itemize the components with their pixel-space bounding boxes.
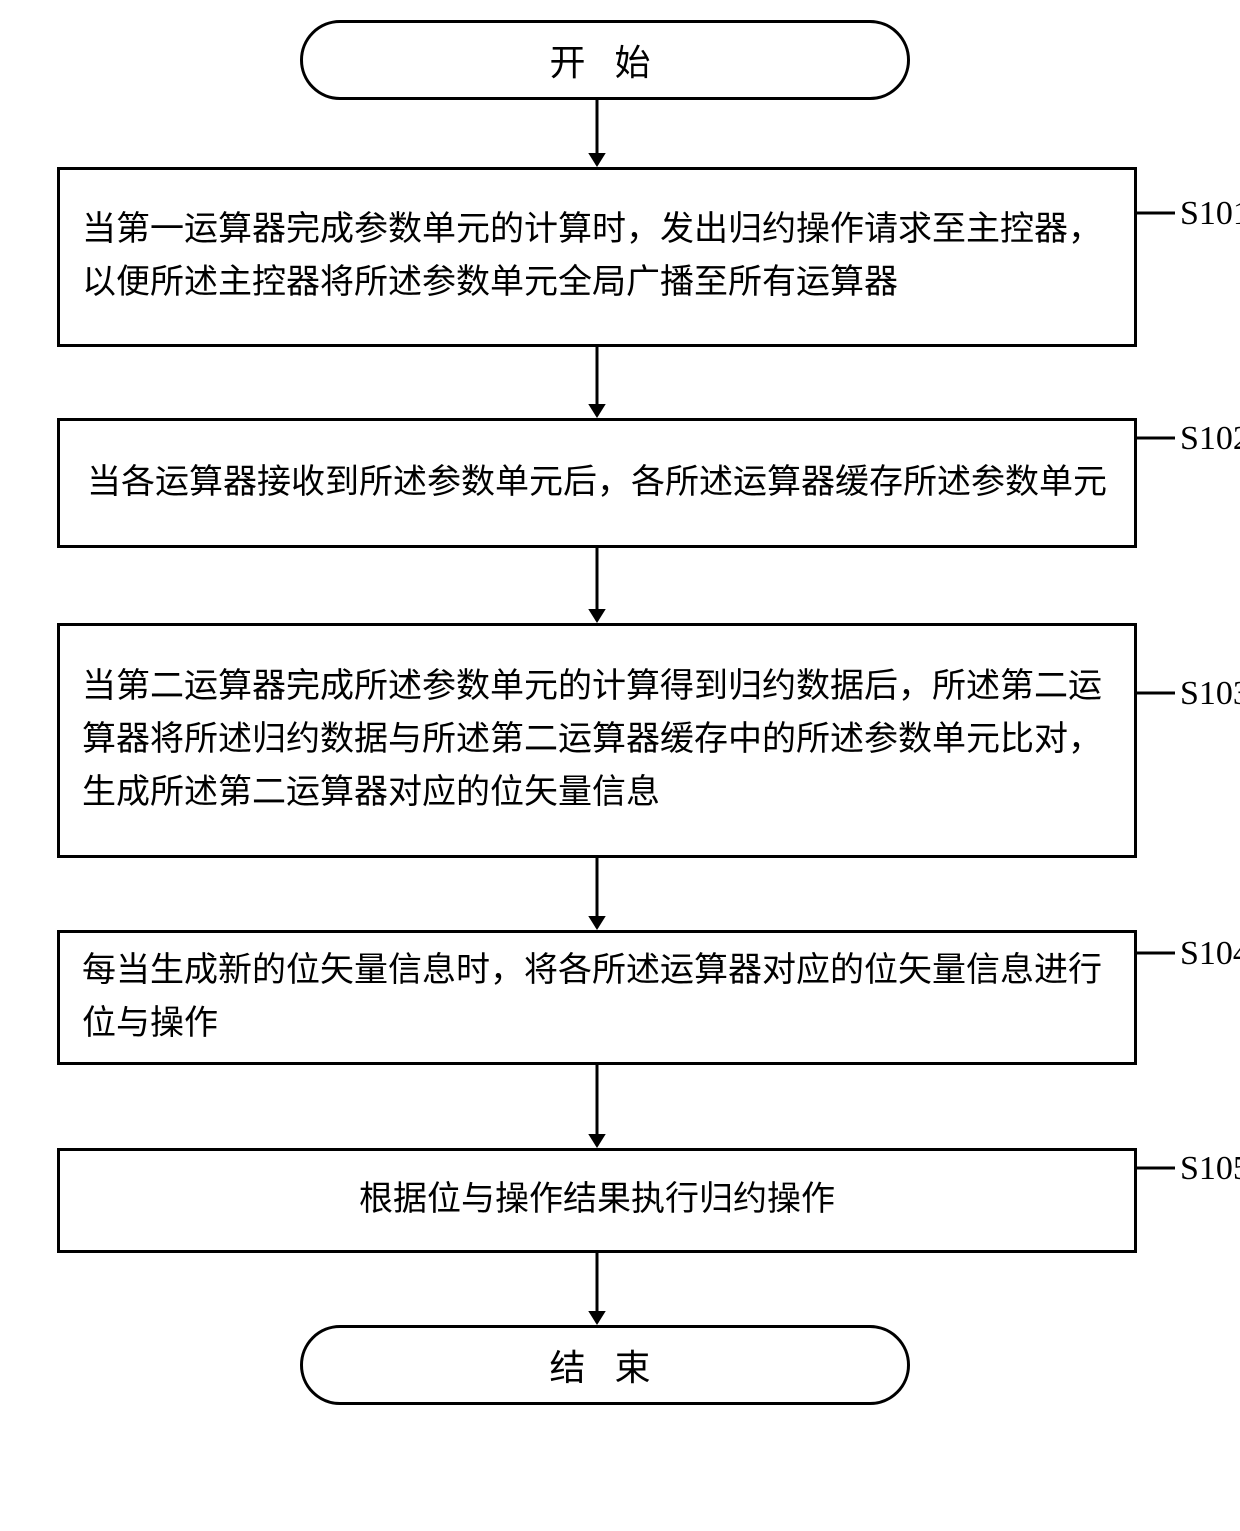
process-s105: 根据位与操作结果执行归约操作 xyxy=(57,1148,1137,1253)
step-label-s104: S104 xyxy=(1180,935,1240,973)
arrow-s103-s104 xyxy=(577,858,617,930)
terminator-start: 开 始 xyxy=(300,20,910,100)
label-connector-s101 xyxy=(1137,211,1175,215)
node-text: 当各运算器接收到所述参数单元后，各所述运算器缓存所述参数单元 xyxy=(87,457,1107,510)
label-connector-s104 xyxy=(1137,951,1175,955)
arrow-s105-end xyxy=(577,1253,617,1325)
arrow-s104-s105 xyxy=(577,1065,617,1148)
node-text: 结 束 xyxy=(549,1339,660,1391)
node-text: 开 始 xyxy=(549,34,660,86)
node-text: 每当生成新的位矢量信息时，将各所述运算器对应的位矢量信息进行位与操作 xyxy=(82,945,1112,1050)
terminator-end: 结 束 xyxy=(300,1325,910,1405)
label-connector-s103 xyxy=(1137,691,1175,695)
label-connector-s105 xyxy=(1137,1166,1175,1170)
process-s102: 当各运算器接收到所述参数单元后，各所述运算器缓存所述参数单元 xyxy=(57,418,1137,548)
process-s101: 当第一运算器完成参数单元的计算时，发出归约操作请求至主控器，以便所述主控器将所述… xyxy=(57,167,1137,347)
node-text: 根据位与操作结果执行归约操作 xyxy=(359,1174,835,1227)
process-s104: 每当生成新的位矢量信息时，将各所述运算器对应的位矢量信息进行位与操作 xyxy=(57,930,1137,1065)
arrow-s102-s103 xyxy=(577,548,617,623)
step-label-s105: S105 xyxy=(1180,1150,1240,1188)
node-text: 当第一运算器完成参数单元的计算时，发出归约操作请求至主控器，以便所述主控器将所述… xyxy=(82,204,1112,309)
step-label-s101: S101 xyxy=(1180,195,1240,233)
step-label-s103: S103 xyxy=(1180,675,1240,713)
arrow-s101-s102 xyxy=(577,347,617,418)
flowchart-container: 开 始当第一运算器完成参数单元的计算时，发出归约操作请求至主控器，以便所述主控器… xyxy=(20,20,1220,1511)
step-label-s102: S102 xyxy=(1180,420,1240,458)
process-s103: 当第二运算器完成所述参数单元的计算得到归约数据后，所述第二运算器将所述归约数据与… xyxy=(57,623,1137,858)
node-text: 当第二运算器完成所述参数单元的计算得到归约数据后，所述第二运算器将所述归约数据与… xyxy=(82,661,1112,819)
label-connector-s102 xyxy=(1137,436,1175,440)
arrow-start-s101 xyxy=(577,100,617,167)
